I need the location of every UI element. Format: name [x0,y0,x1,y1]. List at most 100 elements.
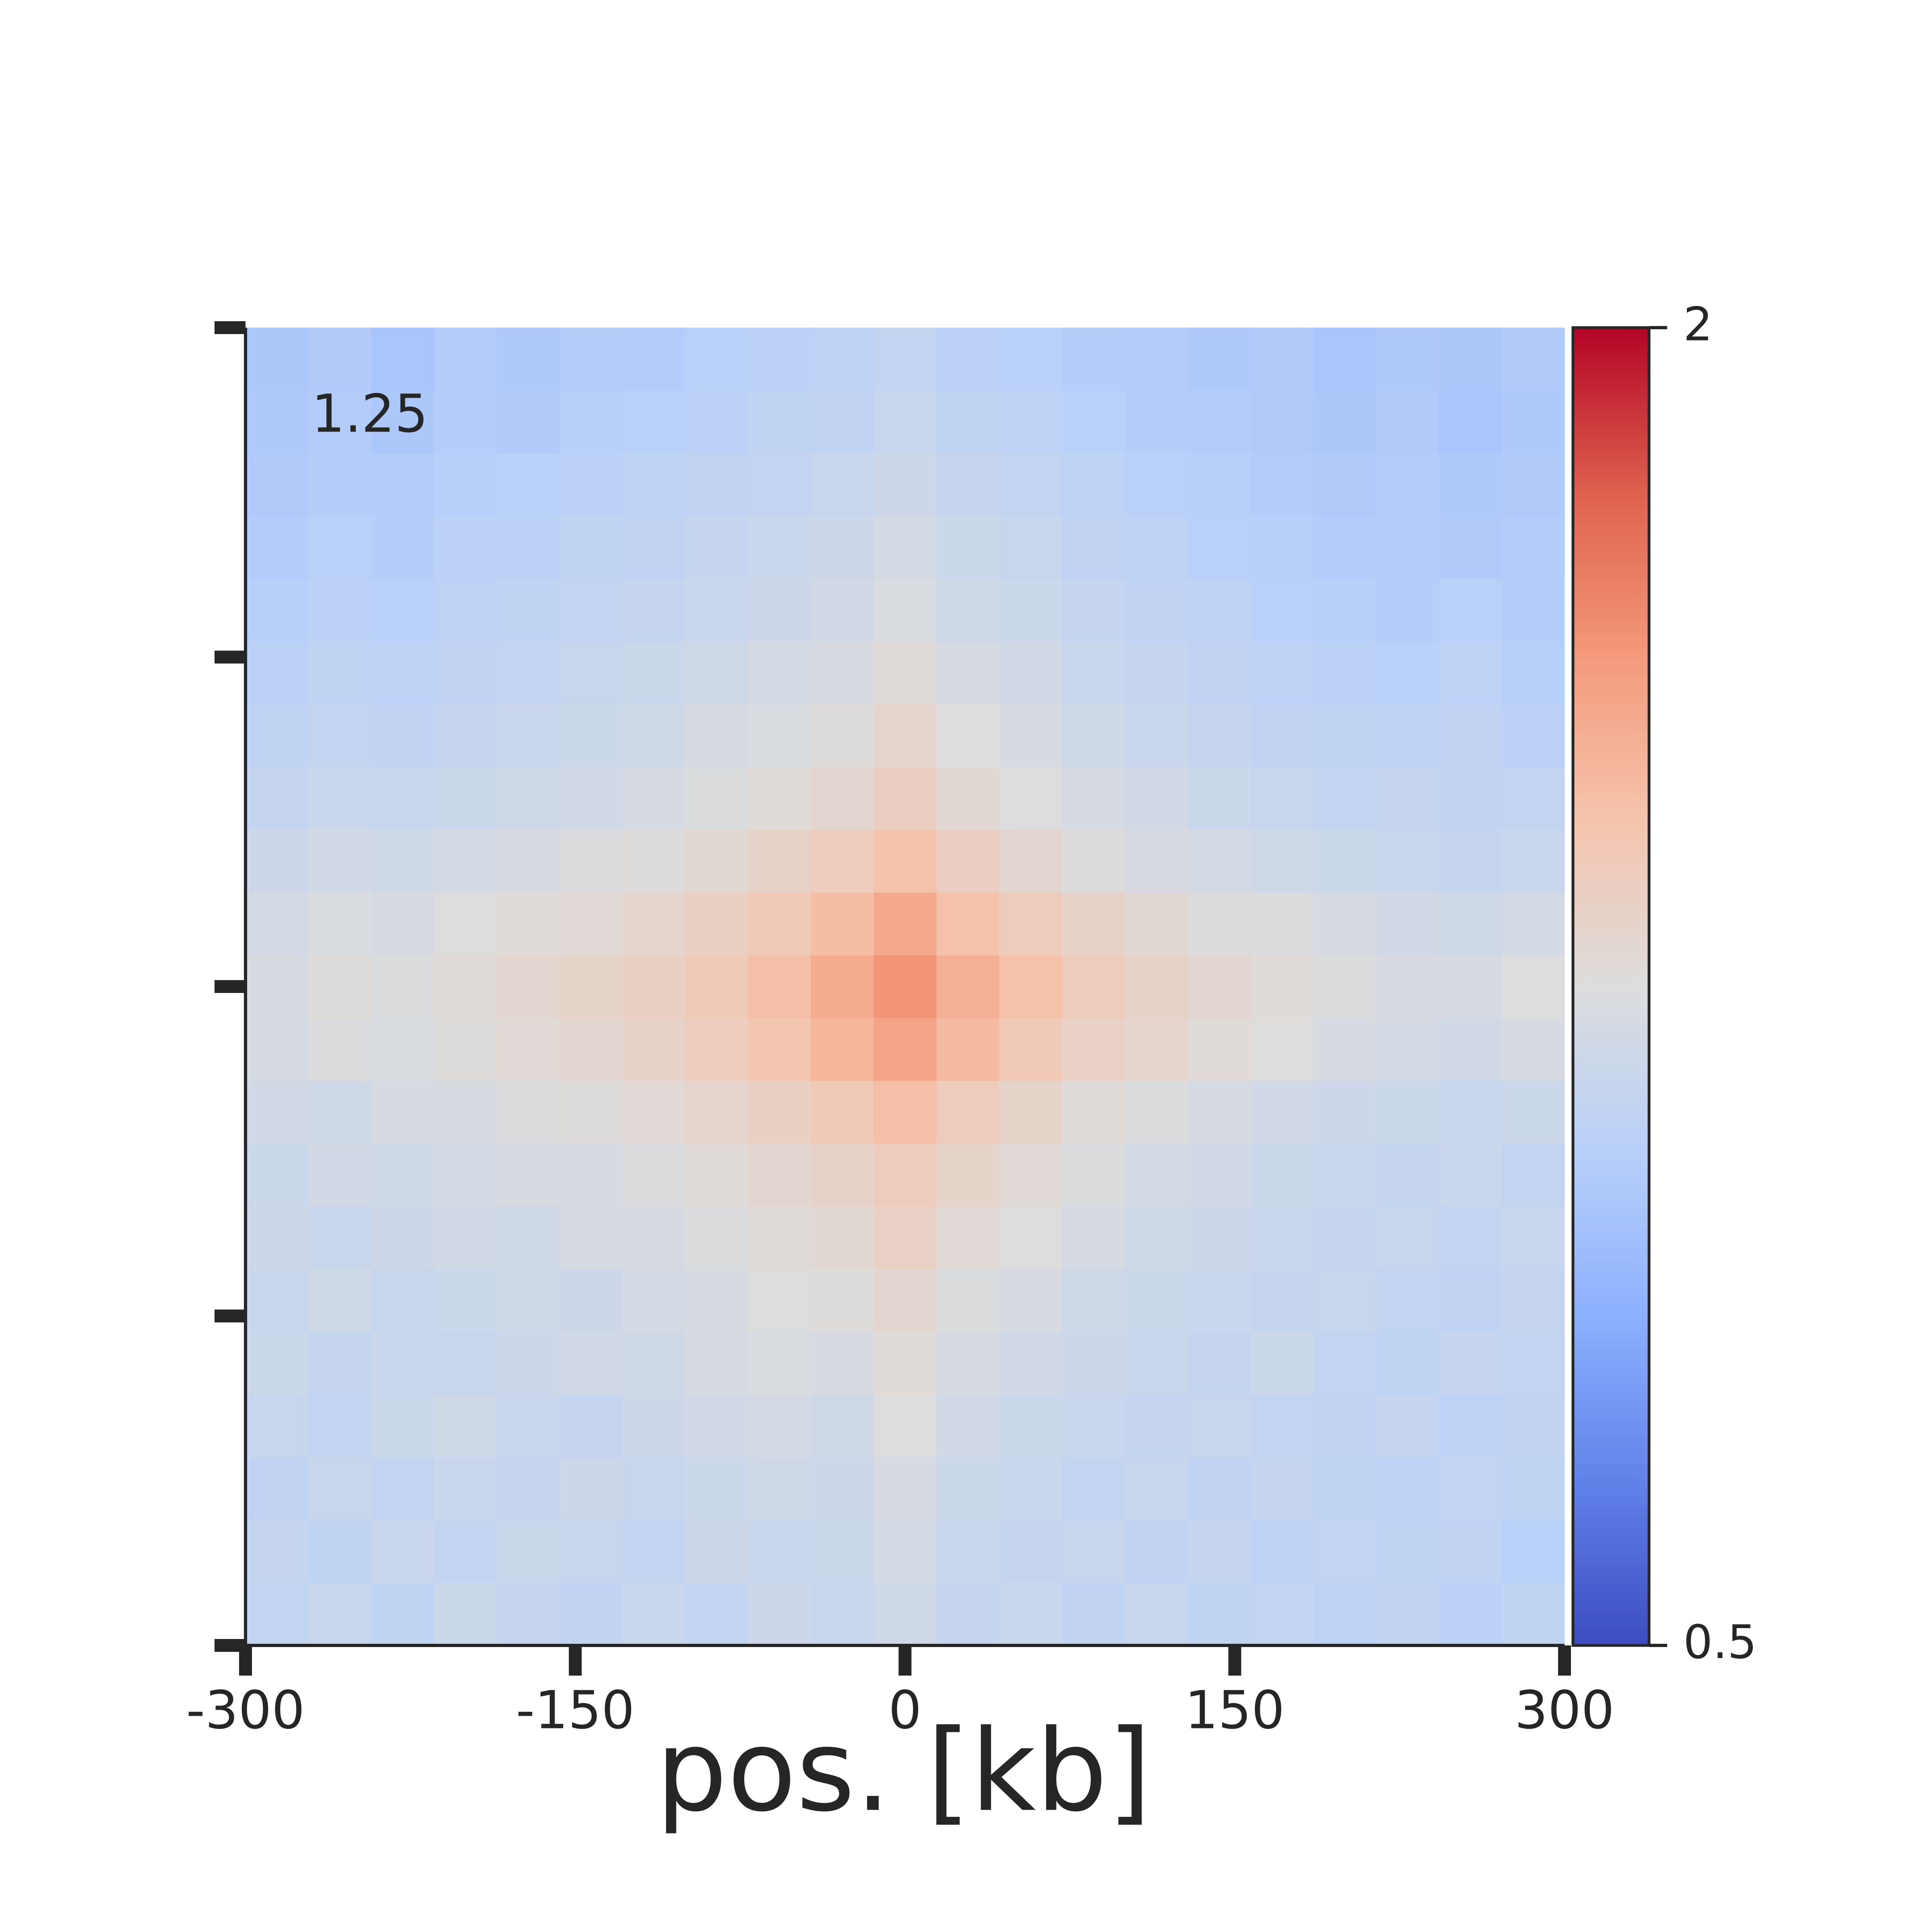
heatmap-cell [371,1269,434,1332]
heatmap-cell [1313,1080,1377,1144]
heatmap-cell [622,955,685,1018]
heatmap-cell [308,1394,372,1457]
heatmap-cell [1187,704,1251,767]
heatmap-cell [371,390,434,454]
heatmap-cell [559,767,623,830]
heatmap-cell [1125,1080,1188,1144]
heatmap-cell [1250,328,1314,391]
x-tick-label: -300 [186,1680,305,1741]
heatmap-cell [685,1206,748,1269]
heatmap-cell [1187,1143,1251,1207]
heatmap-cell [936,390,1000,454]
heatmap-cell [308,453,372,516]
heatmap-cell [434,1269,497,1332]
heatmap-cell [1501,1394,1565,1457]
heatmap-cell [1125,1331,1188,1395]
heatmap-cell [999,767,1063,830]
heatmap-cell [685,328,748,391]
heatmap-cell [685,1457,748,1520]
heatmap [246,328,1565,1646]
heatmap-cell [434,1143,497,1207]
heatmap-cell [1250,453,1314,516]
heatmap-cell [936,892,1000,956]
heatmap-cell [1376,1269,1439,1332]
heatmap-cell [497,390,560,454]
heatmap-cell [873,1394,937,1457]
heatmap-cell [1376,1080,1439,1144]
heatmap-cell [1250,1520,1314,1583]
heatmap-cell [685,892,748,956]
heatmap-cell [434,1457,497,1520]
heatmap-cell [1125,1143,1188,1207]
heatmap-cell [308,1457,372,1520]
heatmap-cell [873,1331,937,1395]
heatmap-cell [371,955,434,1018]
heatmap-cell [748,516,811,579]
heatmap-cell [1439,1080,1502,1144]
heatmap-cell [497,641,560,705]
heatmap-cell [1125,1269,1188,1332]
heatmap-cell [559,830,623,893]
heatmap-cell [1125,641,1188,705]
heatmap-cell [1062,892,1125,956]
heatmap-cell [622,1206,685,1269]
heatmap-cell [246,1206,309,1269]
heatmap-cell [371,1583,434,1646]
heatmap-cell [1062,641,1125,705]
heatmap-cell [497,1520,560,1583]
heatmap-cell [811,955,874,1018]
heatmap-cell [1062,1206,1125,1269]
heatmap-cell [1125,1394,1188,1457]
heatmap-cell [559,1143,623,1207]
heatmap-cell [1313,704,1377,767]
heatmap-cell [246,1018,309,1081]
heatmap-cell [1250,767,1314,830]
heatmap-cell [1250,1143,1314,1207]
heatmap-cell [1501,1583,1565,1646]
heatmap-cell [622,516,685,579]
heatmap-cell [748,892,811,956]
heatmap-cell [1187,892,1251,956]
heatmap-cell [1376,1331,1439,1395]
heatmap-cell [246,892,309,956]
heatmap-cell [1250,1457,1314,1520]
heatmap-cell [685,390,748,454]
heatmap-cell [685,767,748,830]
heatmap-cell [1187,767,1251,830]
heatmap-cell [1062,704,1125,767]
heatmap-cell [999,1394,1063,1457]
heatmap-cell [559,390,623,454]
heatmap-cell [1439,453,1502,516]
heatmap-cell [936,830,1000,893]
heatmap-cell [1062,578,1125,642]
colorbar-tick-label: 2 [1683,298,1713,352]
heatmap-cell [1313,328,1377,391]
heatmap-cell [811,1269,874,1332]
heatmap-cell [1313,641,1377,705]
heatmap-cell [999,641,1063,705]
heatmap-cell [1501,516,1565,579]
heatmap-cell [434,328,497,391]
heatmap-cell [1250,1018,1314,1081]
heatmap-cell [873,328,937,391]
heatmap-cell [1439,1018,1502,1081]
heatmap-cell [936,704,1000,767]
heatmap-cell [559,955,623,1018]
heatmap-cell [1062,328,1125,391]
heatmap-cell [622,1583,685,1646]
heatmap-cell [936,1331,1000,1395]
heatmap-cell [811,704,874,767]
heatmap-cell [559,1520,623,1583]
heatmap-cell [1376,704,1439,767]
heatmap-cell [1250,830,1314,893]
heatmap-cell [1376,578,1439,642]
heatmap-cell [1250,1394,1314,1457]
heatmap-cell [1501,390,1565,454]
heatmap-cell [685,1080,748,1144]
heatmap-cell [873,1583,937,1646]
heatmap-cell [999,1206,1063,1269]
heatmap-cell [1501,830,1565,893]
heatmap-cell [497,1457,560,1520]
heatmap-cell [497,516,560,579]
